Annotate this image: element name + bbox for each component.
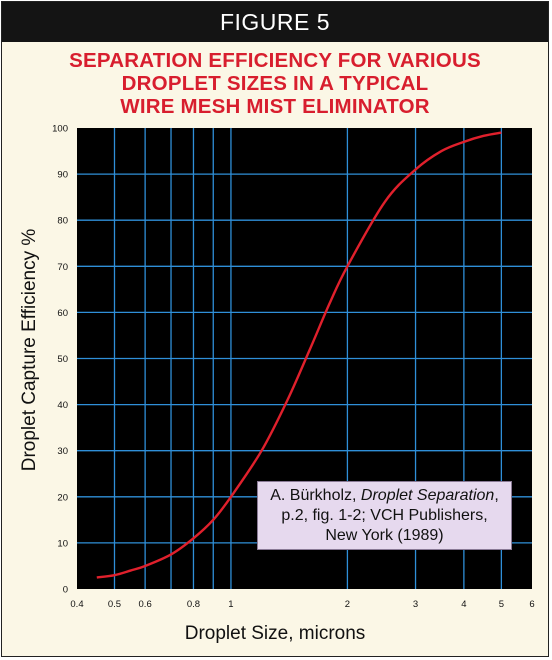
- x-tick-label: 3: [413, 599, 418, 610]
- x-tick-label: 0.8: [187, 599, 200, 610]
- annotation-book-title: Droplet Separation: [360, 487, 495, 504]
- y-tick-label: 90: [57, 170, 68, 181]
- y-axis-label: Droplet Capture Efficiency %: [19, 229, 40, 472]
- x-axis-label: Droplet Size, microns: [185, 623, 366, 644]
- annotation-line3: New York (1989): [325, 527, 444, 544]
- annotation-line2: p.2, fig. 1-2; VCH Publishers,: [281, 507, 488, 524]
- y-tick-label: 40: [57, 400, 68, 411]
- series-line: [96, 131, 502, 579]
- y-tick-label: 70: [57, 262, 68, 273]
- x-tick-label: 6: [529, 599, 534, 610]
- y-tick-label: 50: [57, 354, 68, 365]
- chart-title: SEPARATION EFFICIENCY FOR VARIOUS DROPLE…: [69, 49, 481, 118]
- x-tick-label: 5: [499, 599, 504, 610]
- x-tick-label: 1: [228, 599, 233, 610]
- y-tick-label: 30: [57, 446, 68, 457]
- x-tick-labels: 0.4 0.5 0.6 0.8 1 2 3 4 5 6: [70, 599, 534, 610]
- y-tick-label: 10: [57, 538, 68, 549]
- y-tick-label: 80: [57, 216, 68, 227]
- x-tick-label: 2: [345, 599, 350, 610]
- y-tick-label: 20: [57, 492, 68, 503]
- y-tick-label: 60: [57, 308, 68, 319]
- x-tick-label: 4: [461, 599, 466, 610]
- source-annotation: A. Bürkholz, Droplet Separation, p.2, fi…: [257, 481, 512, 550]
- y-tick-label: 0: [63, 585, 68, 596]
- x-tick-label: 0.6: [139, 599, 152, 610]
- y-tick-label: 100: [52, 124, 68, 135]
- x-tick-label: 0.4: [70, 599, 83, 610]
- y-tick-labels: 0 10 20 30 40 50 60 70 80 90 100: [52, 124, 68, 596]
- figure-label: FIGURE 5: [2, 2, 548, 42]
- annotation-author: A. Bürkholz,: [270, 487, 361, 504]
- annotation-comma: ,: [494, 487, 499, 504]
- x-tick-label: 0.5: [108, 599, 121, 610]
